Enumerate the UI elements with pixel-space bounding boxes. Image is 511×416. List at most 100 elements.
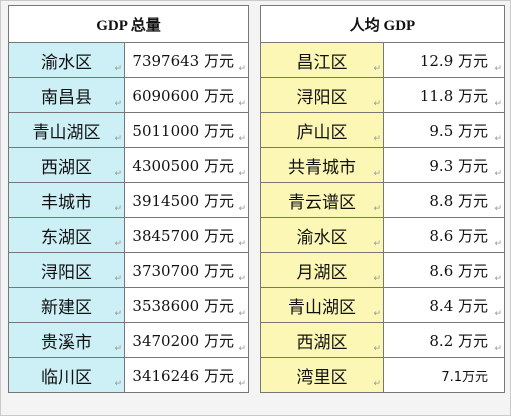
- region-total-cell: 贵溪市 ↵: [8, 322, 125, 358]
- gdp-per-capita-cell-text: 9.5 万元: [429, 121, 489, 140]
- region-total-cell-text: 南昌县: [41, 87, 92, 108]
- gdp-total-cell: 3730700 万元 ↵: [124, 252, 249, 288]
- region-per-capita-cell: 西湖区 ↵: [260, 322, 384, 358]
- gdp-per-capita-cell-text: 8.8 万元: [429, 191, 489, 210]
- gdp-total-cell: 4300500 万元 ↵: [124, 147, 249, 183]
- column-separator: [248, 77, 261, 113]
- region-total-cell-text: 新建区: [41, 297, 92, 318]
- gdp-total-cell: 7397643 万元 ↵: [124, 42, 249, 78]
- column-separator: [248, 147, 261, 183]
- gdp-total-cell-text: 7397643 万元: [132, 51, 234, 70]
- table-row: 西湖区 ↵ 4300500 万元 ↵ 共青城市 ↵ 9.3 万元 ↵: [8, 147, 506, 183]
- region-per-capita-cell: 庐山区 ↵: [260, 112, 384, 148]
- column-separator: [248, 322, 261, 358]
- paragraph-mark-icon: ↵: [114, 344, 122, 354]
- gdp-per-capita-cell-text: 7.1万元: [441, 369, 489, 385]
- region-per-capita-cell-text: 月湖区: [296, 262, 348, 283]
- gdp-per-capita-cell-text: 9.3 万元: [429, 156, 489, 175]
- gdp-per-capita-cell-text: 8.6 万元: [429, 261, 489, 280]
- region-total-cell: 渝水区 ↵: [8, 42, 125, 78]
- paragraph-mark-icon: ↵: [494, 344, 503, 354]
- gdp-per-capita-cell: 8.6 万元 ↵: [382, 252, 506, 288]
- gdp-total-cell: 5011000 万元 ↵: [124, 112, 249, 148]
- column-separator: [248, 217, 261, 253]
- header-gdp-total: GDP 总量: [8, 5, 249, 43]
- region-total-cell: 东湖区 ↵: [8, 217, 125, 253]
- gdp-total-cell: 3845700 万元 ↵: [124, 217, 249, 253]
- region-per-capita-cell: 湾里区 ↵: [260, 357, 384, 393]
- region-per-capita-cell: 共青城市 ↵: [260, 147, 384, 183]
- paragraph-mark-icon: ↵: [238, 64, 246, 74]
- table-row: 新建区 ↵ 3538600 万元 ↵ 青山湖区 ↵ 8.4 万元 ↵: [8, 287, 506, 323]
- paragraph-mark-icon: ↵: [494, 239, 503, 249]
- paragraph-mark-icon: ↵: [238, 239, 246, 249]
- gdp-per-capita-cell: 9.5 万元 ↵: [382, 112, 506, 148]
- column-separator: [248, 5, 261, 43]
- region-total-cell-text: 西湖区: [41, 157, 92, 178]
- gdp-per-capita-cell: 8.2 万元 ↵: [382, 322, 506, 358]
- paragraph-mark-icon: ↵: [494, 134, 503, 144]
- paragraph-mark-icon: ↵: [494, 99, 503, 109]
- paragraph-mark-icon: ↵: [114, 379, 122, 389]
- paragraph-mark-icon: ↵: [238, 274, 246, 284]
- table-body: 渝水区 ↵ 7397643 万元 ↵ 昌江区 ↵ 12.9 万元 ↵ 南昌县 ↵ 6090600 万…: [8, 42, 506, 393]
- region-per-capita-cell: 渝水区 ↵: [260, 217, 384, 253]
- paragraph-mark-icon: ↵: [114, 239, 122, 249]
- region-per-capita-cell-text: 西湖区: [296, 332, 348, 353]
- table-row: 东湖区 ↵ 3845700 万元 ↵ 渝水区 ↵ 8.6 万元 ↵: [8, 217, 506, 253]
- paragraph-mark-icon: ↵: [373, 64, 381, 74]
- paragraph-mark-icon: ↵: [238, 169, 246, 179]
- paragraph-mark-icon: ↵: [114, 64, 122, 74]
- region-total-cell-text: 东湖区: [41, 227, 92, 248]
- gdp-ranking-table: GDP 总量 人均 GDP 渝水区 ↵ 7397643 万元 ↵ 昌江区 ↵ 12.9 万元…: [8, 5, 506, 393]
- paragraph-mark-icon: ↵: [114, 274, 122, 284]
- region-per-capita-cell-text: 青山湖区: [288, 297, 356, 318]
- paragraph-mark-icon: ↵: [114, 204, 122, 214]
- table-row: 渝水区 ↵ 7397643 万元 ↵ 昌江区 ↵ 12.9 万元 ↵: [8, 42, 506, 78]
- gdp-total-cell-text: 3914500 万元: [132, 191, 234, 210]
- column-separator: [248, 112, 261, 148]
- gdp-total-cell-text: 5011000 万元: [132, 121, 234, 140]
- region-total-cell-text: 渝水区: [41, 52, 92, 73]
- paragraph-mark-icon: ↵: [238, 309, 246, 319]
- paragraph-mark-icon: ↵: [114, 169, 122, 179]
- region-total-cell: 临川区 ↵: [8, 357, 125, 393]
- paragraph-mark-icon: ↵: [373, 169, 381, 179]
- gdp-per-capita-cell: 8.6 万元 ↵: [382, 217, 506, 253]
- region-total-cell: 丰城市 ↵: [8, 182, 125, 218]
- table-row: 丰城市 ↵ 3914500 万元 ↵ 青云谱区 ↵ 8.8 万元 ↵: [8, 182, 506, 218]
- region-per-capita-cell-text: 青云谱区: [288, 192, 356, 213]
- gdp-per-capita-cell-text: 8.2 万元: [429, 331, 489, 350]
- region-per-capita-cell-text: 浔阳区: [296, 87, 348, 108]
- paragraph-mark-icon: ↵: [114, 134, 122, 144]
- header-gdp-per-capita: 人均 GDP: [259, 5, 506, 43]
- paragraph-mark-icon: ↵: [238, 134, 246, 144]
- paragraph-mark-icon: ↵: [114, 99, 122, 109]
- column-separator: [248, 287, 261, 323]
- paragraph-mark-icon: ↵: [373, 274, 381, 284]
- region-per-capita-cell: 浔阳区 ↵: [260, 77, 384, 113]
- paragraph-mark-icon: ↵: [238, 204, 246, 214]
- gdp-total-cell-text: 3470200 万元: [132, 331, 234, 350]
- region-per-capita-cell: 月湖区 ↵: [260, 252, 384, 288]
- gdp-per-capita-cell: 8.4 万元 ↵: [382, 287, 506, 323]
- paragraph-mark-icon: ↵: [494, 64, 503, 74]
- gdp-per-capita-cell-text: 11.8 万元: [419, 86, 489, 105]
- gdp-total-cell-text: 4300500 万元: [132, 156, 234, 175]
- region-total-cell-text: 浔阳区: [41, 262, 92, 283]
- paragraph-mark-icon: ↵: [373, 134, 381, 144]
- gdp-per-capita-cell: 9.3 万元 ↵: [382, 147, 506, 183]
- table-row: 浔阳区 ↵ 3730700 万元 ↵ 月湖区 ↵ 8.6 万元 ↵: [8, 252, 506, 288]
- gdp-per-capita-cell: 8.8 万元 ↵: [382, 182, 506, 218]
- table-header-row: GDP 总量 人均 GDP: [8, 5, 506, 43]
- column-separator: [248, 357, 261, 393]
- column-separator: [248, 42, 261, 78]
- gdp-total-cell: 3470200 万元 ↵: [124, 322, 249, 358]
- paragraph-mark-icon: ↵: [238, 379, 246, 389]
- region-total-cell: 南昌县 ↵: [8, 77, 125, 113]
- paragraph-mark-icon: ↵: [238, 99, 246, 109]
- paragraph-mark-icon: ↵: [494, 169, 503, 179]
- table-row: 临川区 ↵ 3416246 万元 ↵ 湾里区 ↵ 7.1万元: [8, 357, 506, 393]
- region-total-cell-text: 青山湖区: [32, 122, 101, 143]
